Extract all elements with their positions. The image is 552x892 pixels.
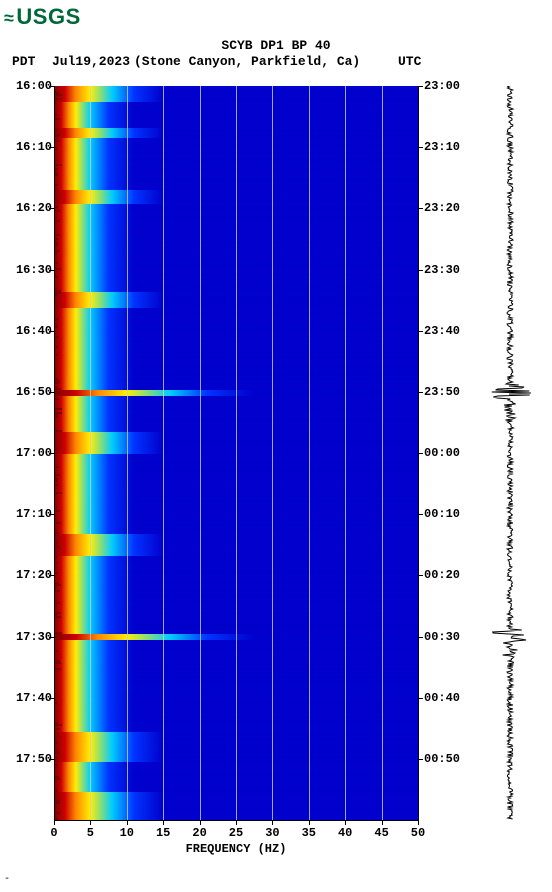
ytick-mark-right <box>418 270 423 271</box>
ytick-mark-left <box>49 759 54 760</box>
xtick-mark <box>382 820 383 825</box>
xtick-label: 5 <box>87 826 94 840</box>
grid-vertical <box>382 86 383 820</box>
ytick-left: 17:50 <box>10 752 52 766</box>
ytick-right: 00:50 <box>424 752 460 766</box>
xtick-mark <box>200 820 201 825</box>
usgs-wave-icon: ≈ <box>4 8 14 29</box>
ytick-left: 17:10 <box>10 507 52 521</box>
grid-vertical <box>272 86 273 820</box>
grid-vertical <box>127 86 128 820</box>
xtick-mark <box>309 820 310 825</box>
ytick-mark-left <box>49 575 54 576</box>
ytick-right: 23:30 <box>424 263 460 277</box>
xtick-label: 15 <box>156 826 170 840</box>
spectrogram-plot <box>54 86 418 820</box>
xtick-label: 10 <box>120 826 134 840</box>
grid-vertical <box>345 86 346 820</box>
x-axis-label: FREQUENCY (HZ) <box>54 842 418 856</box>
xtick-mark <box>163 820 164 825</box>
xtick-label: 45 <box>374 826 388 840</box>
ytick-right: 00:30 <box>424 630 460 644</box>
xtick-label: 20 <box>192 826 206 840</box>
ytick-right: 00:20 <box>424 568 460 582</box>
ytick-right: 23:00 <box>424 79 460 93</box>
utc-label: UTC <box>398 54 421 69</box>
ytick-left: 16:40 <box>10 324 52 338</box>
ytick-right: 23:50 <box>424 385 460 399</box>
usgs-logo-text: USGS <box>16 4 80 29</box>
ytick-mark-right <box>418 759 423 760</box>
ytick-mark-right <box>418 331 423 332</box>
ytick-mark-left <box>49 637 54 638</box>
ytick-mark-right <box>418 575 423 576</box>
ytick-mark-left <box>49 453 54 454</box>
date-label: Jul19,2023 <box>52 54 130 69</box>
ytick-mark-left <box>49 270 54 271</box>
y-axis-left-line <box>54 86 55 820</box>
ytick-left: 17:40 <box>10 691 52 705</box>
xtick-mark <box>272 820 273 825</box>
ytick-left: 16:00 <box>10 79 52 93</box>
ytick-left: 16:20 <box>10 201 52 215</box>
xtick-mark <box>54 820 55 825</box>
xtick-label: 35 <box>302 826 316 840</box>
xtick-mark <box>236 820 237 825</box>
ytick-left: 16:50 <box>10 385 52 399</box>
xtick-mark <box>127 820 128 825</box>
ytick-left: 16:10 <box>10 140 52 154</box>
grid-vertical <box>309 86 310 820</box>
ytick-right: 23:40 <box>424 324 460 338</box>
ytick-mark-right <box>418 514 423 515</box>
usgs-logo: ≈USGS <box>4 4 81 30</box>
ytick-right: 00:00 <box>424 446 460 460</box>
ytick-left: 17:00 <box>10 446 52 460</box>
xtick-label: 50 <box>411 826 425 840</box>
ytick-mark-left <box>49 208 54 209</box>
ytick-left: 16:30 <box>10 263 52 277</box>
ytick-left: 17:20 <box>10 568 52 582</box>
xtick-mark <box>345 820 346 825</box>
ytick-right: 00:10 <box>424 507 460 521</box>
ytick-mark-right <box>418 147 423 148</box>
ytick-right: 00:40 <box>424 691 460 705</box>
waveform-plot <box>474 86 546 820</box>
ytick-mark-right <box>418 208 423 209</box>
grid-vertical <box>200 86 201 820</box>
corner-mark: - <box>4 874 10 885</box>
xtick-label: 25 <box>229 826 243 840</box>
ytick-mark-left <box>49 86 54 87</box>
ytick-right: 23:20 <box>424 201 460 215</box>
xtick-mark <box>90 820 91 825</box>
ytick-mark-left <box>49 514 54 515</box>
ytick-mark-right <box>418 392 423 393</box>
ytick-mark-left <box>49 392 54 393</box>
ytick-mark-left <box>49 147 54 148</box>
grid-vertical <box>90 86 91 820</box>
grid-vertical <box>163 86 164 820</box>
xtick-label: 40 <box>338 826 352 840</box>
xtick-label: 0 <box>50 826 57 840</box>
ytick-mark-right <box>418 86 423 87</box>
grid-vertical <box>236 86 237 820</box>
plot-title: SCYB DP1 BP 40 <box>0 38 552 53</box>
xtick-label: 30 <box>265 826 279 840</box>
ytick-mark-left <box>49 698 54 699</box>
ytick-mark-right <box>418 698 423 699</box>
location-label: (Stone Canyon, Parkfield, Ca) <box>134 54 360 69</box>
ytick-left: 17:30 <box>10 630 52 644</box>
pdt-label: PDT <box>12 54 35 69</box>
ytick-right: 23:10 <box>424 140 460 154</box>
ytick-mark-right <box>418 453 423 454</box>
ytick-mark-left <box>49 331 54 332</box>
waveform-trace <box>492 86 531 819</box>
ytick-mark-right <box>418 637 423 638</box>
xtick-mark <box>418 820 419 825</box>
